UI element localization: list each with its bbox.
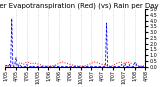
- Title: Milwaukee Weather Evapotranspiration (Red) (vs) Rain per Day (Blue) (Inches): Milwaukee Weather Evapotranspiration (Re…: [0, 3, 160, 9]
